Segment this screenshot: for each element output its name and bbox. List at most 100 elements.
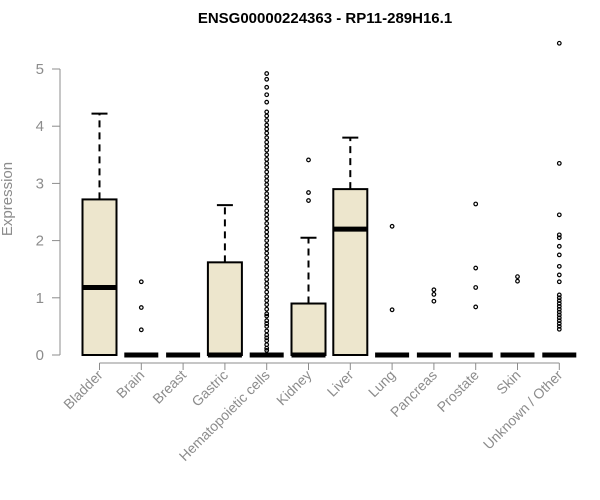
outlier-point (264, 285, 270, 290)
x-tick-label: Bladder (60, 367, 106, 413)
x-tick-label: Kidney (273, 367, 315, 409)
outlier-point (515, 274, 520, 280)
outlier-point (264, 281, 270, 286)
outlier-point (264, 139, 270, 145)
outlier-point (264, 109, 270, 115)
outlier-point (556, 40, 562, 46)
outlier-point (389, 307, 395, 313)
outlier-point (556, 326, 562, 332)
outlier-point (264, 246, 270, 252)
outlier-point (264, 182, 270, 187)
outlier-point (264, 169, 270, 175)
outlier-point (264, 156, 270, 162)
outlier-point (306, 190, 311, 195)
outlier-point (264, 338, 270, 344)
box-prostate (458, 201, 493, 358)
outlier-point (556, 235, 562, 241)
y-axis: 0 1 2 3 4 5 (36, 61, 61, 364)
outlier-point (264, 272, 270, 278)
outlier-point (264, 225, 270, 231)
outlier-point (264, 321, 270, 326)
outlier-point (556, 318, 562, 324)
box-brain (124, 279, 159, 358)
outlier-point (264, 113, 270, 119)
outlier-point (264, 71, 270, 76)
outlier-point (473, 285, 479, 290)
outlier-point (264, 335, 270, 341)
box-skin (500, 274, 535, 358)
outlier-point (264, 277, 270, 282)
outlier-point (264, 203, 270, 209)
outlier-point (556, 252, 562, 258)
box-body (290, 302, 327, 356)
outlier-point (264, 259, 270, 265)
outlier-point (264, 311, 270, 317)
outlier-point (264, 298, 270, 304)
outlier-point (556, 321, 562, 326)
outlier-point (264, 122, 270, 128)
outlier-point (264, 126, 270, 132)
outlier-point (264, 255, 270, 261)
outlier-point (264, 92, 270, 98)
box-body (81, 198, 118, 356)
outlier-point (264, 294, 270, 300)
outlier-point (264, 342, 270, 348)
outlier-point (431, 298, 437, 304)
outlier-point (556, 312, 562, 318)
outlier-point (556, 272, 562, 278)
x-tick-label: Skin (493, 367, 524, 398)
outlier-point (264, 221, 270, 226)
x-tick-label: Unknown / Other (480, 367, 566, 453)
outlier-point (431, 287, 437, 293)
box-lung (375, 223, 410, 358)
outlier-point (264, 186, 270, 192)
outlier-point (264, 152, 270, 158)
outlier-point (264, 178, 270, 183)
outlier-point (264, 76, 270, 82)
outlier-point (473, 265, 479, 271)
outlier-point (264, 332, 270, 338)
outlier-point (389, 223, 395, 229)
outlier-point (264, 324, 270, 329)
outlier-point (473, 304, 479, 310)
outlier-point (264, 199, 270, 205)
box-unknown-other (542, 40, 577, 358)
x-tick-label: Lung (365, 367, 398, 400)
x-tick-label: Brain (113, 367, 147, 401)
y-tick-label: 4 (36, 118, 44, 135)
outlier-point (431, 291, 437, 297)
outlier-point (264, 302, 270, 308)
outlier-point (264, 263, 270, 269)
outlier-point (556, 306, 562, 312)
outlier-point (264, 233, 270, 239)
outlier-point (138, 305, 144, 310)
outlier-point (264, 130, 270, 136)
y-tick-label: 5 (36, 61, 44, 78)
outlier-point (264, 313, 270, 319)
outlier-point (264, 289, 270, 295)
box-bladder (81, 112, 118, 356)
y-tick-label: 2 (36, 233, 44, 250)
box-hematopoietic-cells (249, 71, 284, 358)
outlier-point (264, 328, 270, 334)
outlier-point (264, 348, 270, 353)
plot-area (81, 40, 577, 358)
outlier-point (264, 238, 270, 244)
outlier-point (264, 164, 270, 170)
outlier-point (556, 243, 562, 249)
outlier-point (264, 147, 270, 153)
y-axis-label: Expression (0, 162, 16, 236)
outlier-point (556, 295, 562, 301)
outlier-point (264, 212, 270, 218)
outlier-point (556, 160, 562, 166)
outlier-point (556, 303, 562, 309)
outlier-point (138, 327, 144, 333)
box-pancreas (416, 287, 451, 358)
outlier-point (556, 298, 562, 304)
box-kidney (290, 157, 327, 358)
outlier-point (138, 279, 144, 285)
outlier-point (264, 216, 270, 222)
outlier-point (556, 324, 562, 329)
